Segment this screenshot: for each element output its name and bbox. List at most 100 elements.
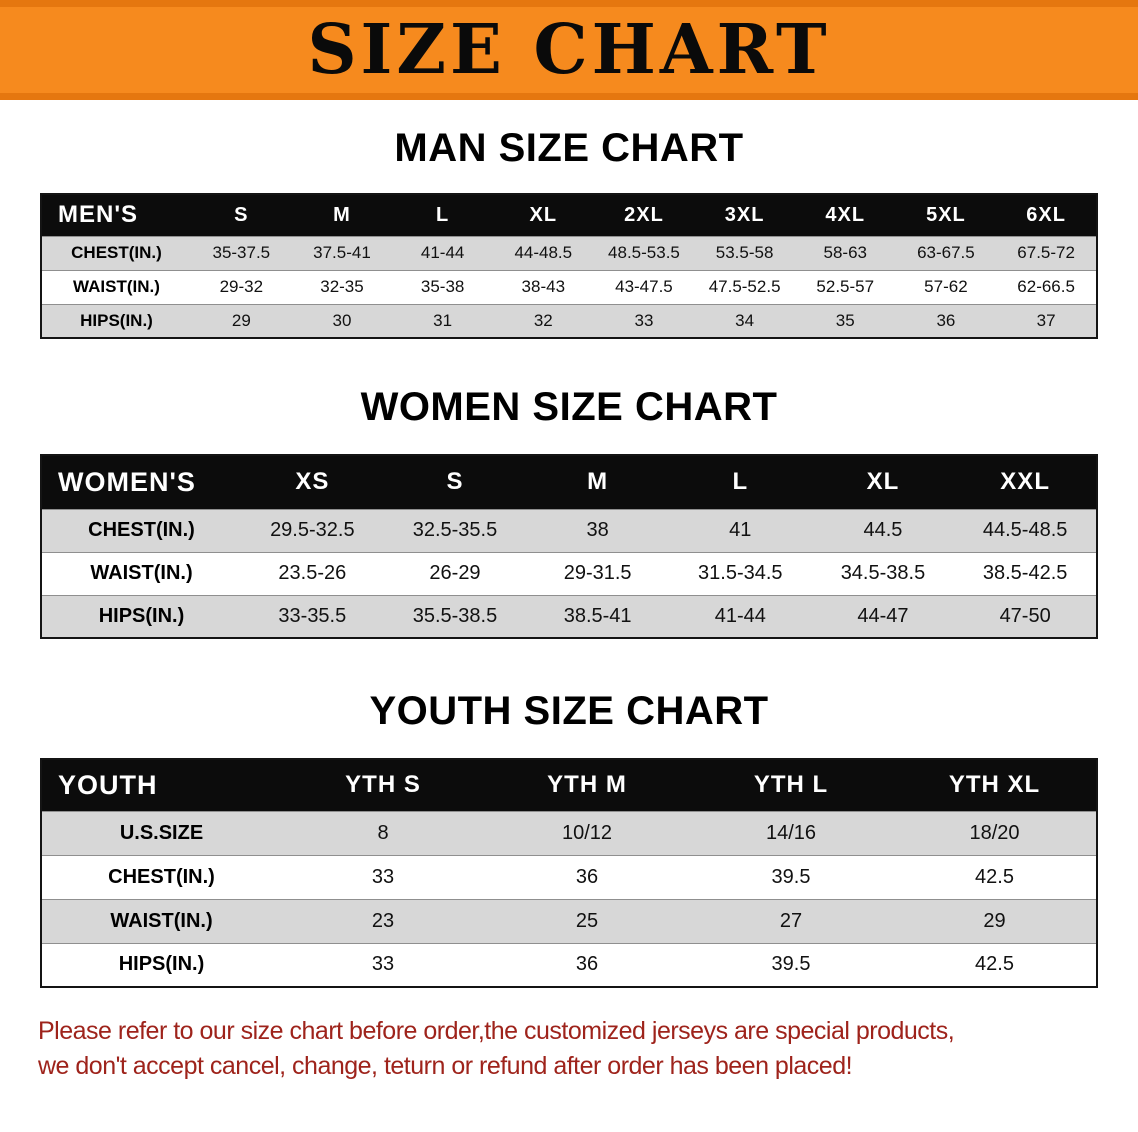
size-cell: 25 [575, 909, 599, 932]
size-column-header: XL [811, 455, 955, 509]
size-cell: 29.5-32.5 [270, 519, 355, 541]
size-cell: 42.5 [975, 865, 1014, 888]
size-column-header: L [668, 455, 812, 509]
page-title: SIZE CHART [307, 10, 831, 90]
size-column-header: XL [492, 194, 594, 236]
women-size-table: WOMEN'S XS S M L XL XXL CHEST(IN.) 29.5-… [40, 454, 1098, 639]
size-cell: 41 [729, 519, 752, 541]
size-cell: 48.5-53.5 [608, 243, 680, 262]
disclaimer-line-1: Please refer to our size chart before or… [38, 1017, 955, 1045]
row-label: WAIST(IN.) [90, 562, 193, 584]
size-cell: 33 [634, 310, 654, 330]
youth-table-label: YOUTH [41, 759, 281, 811]
size-cell: 27 [779, 909, 803, 932]
size-cell: 26-29 [429, 562, 481, 584]
row-label: WAIST(IN.) [110, 909, 213, 932]
size-cell: 44.5-48.5 [982, 519, 1068, 541]
size-column-header: 3XL [694, 194, 795, 236]
youth-section: YOUTH SIZE CHART YOUTH YTH S YTH M YTH L… [0, 689, 1138, 988]
size-cell: 29-32 [219, 277, 264, 296]
banner: SIZE CHART [0, 0, 1138, 100]
size-cell: 35.5-38.5 [412, 604, 498, 627]
size-cell: 33 [371, 865, 395, 888]
table-row: WAIST(IN.) 29-32 32-35 35-38 38-43 43-47… [41, 270, 1097, 304]
size-cell: 33-35.5 [278, 604, 347, 627]
size-cell: 53.5-58 [715, 243, 774, 262]
table-row: CHEST(IN.) 29.5-32.5 32.5-35.5 38 41 44.… [41, 509, 1097, 552]
table-row: HIPS(IN.) 33 36 39.5 42.5 [41, 943, 1097, 987]
size-cell: 31.5-34.5 [698, 562, 783, 584]
size-cell: 29-31.5 [563, 562, 632, 584]
size-cell: 41-44 [420, 243, 465, 262]
size-column-header: S [383, 455, 527, 509]
row-label: CHEST(IN.) [88, 519, 195, 541]
size-column-header: M [291, 194, 393, 236]
size-cell: 29 [983, 909, 1006, 932]
size-cell: 39.5 [771, 865, 811, 888]
size-column-header: YTH M [485, 759, 689, 811]
size-cell: 33 [371, 953, 395, 976]
youth-size-table: YOUTH YTH S YTH M YTH L YTH XL U.S.SIZE … [40, 758, 1098, 988]
size-cell: 44-47 [857, 604, 909, 627]
size-cell: 18/20 [969, 821, 1020, 844]
size-cell: 37.5-41 [313, 243, 371, 262]
table-row: CHEST(IN.) 33 36 39.5 42.5 [41, 855, 1097, 899]
size-cell: 41-44 [714, 604, 766, 627]
disclaimer: Please refer to our size chart before or… [38, 1014, 1100, 1084]
size-cell: 47.5-52.5 [708, 277, 781, 296]
row-label: CHEST(IN.) [108, 865, 215, 888]
size-cell: 35-38 [420, 277, 465, 296]
size-cell: 32 [533, 310, 553, 330]
size-cell: 62-66.5 [1017, 277, 1075, 296]
size-cell: 67.5-72 [1017, 243, 1075, 262]
size-chart-page: SIZE CHART MAN SIZE CHART MEN'S S M L XL… [0, 0, 1138, 1084]
size-cell: 34 [735, 310, 755, 330]
youth-header-row: YOUTH YTH S YTH M YTH L YTH XL [41, 759, 1097, 811]
size-cell: 38.5-42.5 [982, 562, 1068, 584]
size-column-header: 5XL [895, 194, 997, 236]
size-column-header: S [191, 194, 292, 236]
size-column-header: 6XL [996, 194, 1097, 236]
men-section: MAN SIZE CHART MEN'S S M L XL 2XL 3XL 4X… [0, 126, 1138, 339]
women-section: WOMEN SIZE CHART WOMEN'S XS S M L XL XXL… [0, 385, 1138, 639]
women-header-row: WOMEN'S XS S M L XL XXL [41, 455, 1097, 509]
size-cell: 31 [433, 310, 453, 330]
men-header-row: MEN'S S M L XL 2XL 3XL 4XL 5XL 6XL [41, 194, 1097, 236]
table-row: HIPS(IN.) 29 30 31 32 33 34 35 36 37 [41, 304, 1097, 338]
women-section-title: WOMEN SIZE CHART [360, 385, 778, 429]
size-cell: 36 [575, 953, 599, 976]
men-size-table: MEN'S S M L XL 2XL 3XL 4XL 5XL 6XL CHEST… [40, 193, 1098, 339]
size-column-header: 4XL [794, 194, 896, 236]
size-cell: 38-43 [521, 277, 566, 296]
size-cell: 10/12 [561, 821, 613, 844]
size-cell: 38.5-41 [563, 604, 632, 627]
size-cell: 23 [371, 909, 395, 932]
size-cell: 39.5 [771, 953, 811, 976]
size-column-header: YTH L [689, 759, 893, 811]
size-cell: 43-47.5 [615, 277, 673, 296]
size-cell: 63-67.5 [917, 243, 975, 262]
size-cell: 23.5-26 [278, 562, 347, 584]
row-label: WAIST(IN.) [73, 277, 160, 296]
size-cell: 36 [575, 865, 599, 888]
size-column-header: XXL [954, 455, 1097, 509]
size-cell: 57-62 [924, 277, 968, 296]
size-column-header: XS [241, 455, 384, 509]
size-cell: 42.5 [975, 953, 1014, 976]
size-cell: 35-37.5 [212, 243, 271, 262]
table-row: WAIST(IN.) 23 25 27 29 [41, 899, 1097, 943]
size-cell: 38 [586, 519, 609, 541]
size-cell: 8 [377, 821, 389, 844]
youth-section-title: YOUTH SIZE CHART [369, 689, 769, 733]
table-row: WAIST(IN.) 23.5-26 26-29 29-31.5 31.5-34… [41, 552, 1097, 595]
size-cell: 44.5 [863, 519, 903, 541]
size-cell: 47-50 [999, 604, 1051, 627]
row-label: HIPS(IN.) [118, 953, 205, 976]
size-cell: 34.5-38.5 [840, 562, 926, 584]
women-table-label: WOMEN'S [41, 455, 241, 509]
table-row: U.S.SIZE 8 10/12 14/16 18/20 [41, 811, 1097, 855]
disclaimer-line-2: we don't accept cancel, change, teturn o… [38, 1052, 853, 1080]
size-column-header: YTH XL [893, 759, 1097, 811]
size-cell: 32-35 [320, 277, 364, 296]
size-cell: 58-63 [823, 243, 867, 262]
